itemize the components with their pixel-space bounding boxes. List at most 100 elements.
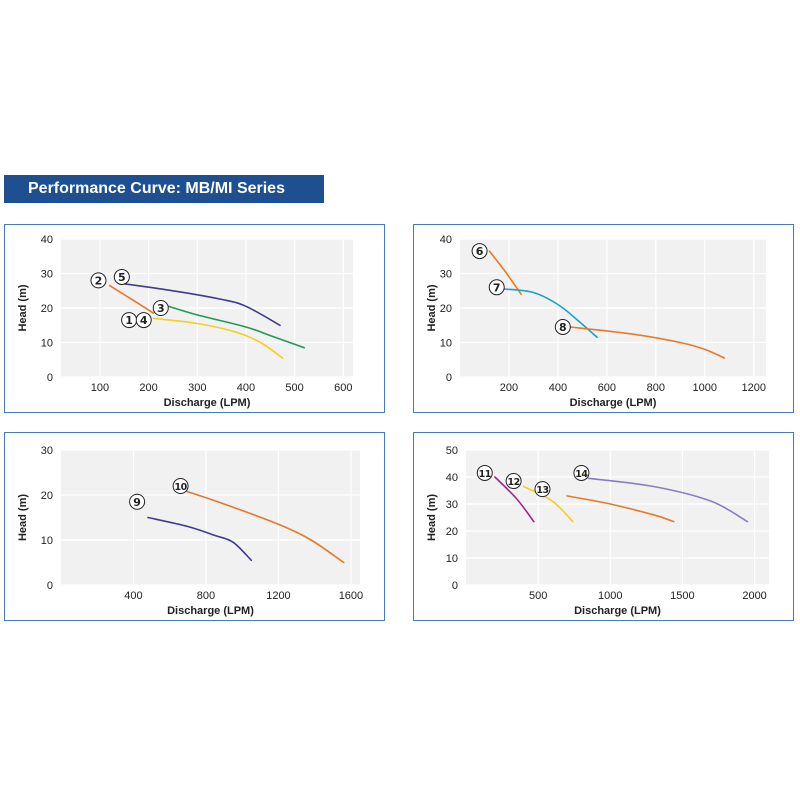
x-axis-title: Discharge (LPM) <box>164 397 251 409</box>
y-tick-label: 30 <box>41 269 53 281</box>
x-tick-label: 2000 <box>742 590 766 602</box>
y-tick-label: 10 <box>41 535 53 547</box>
chart-3: 400 800 1200 1600 0 10 20 30 Discharge (LPM) Head… <box>17 445 363 617</box>
marker-label: 4 <box>140 314 148 327</box>
marker-circle <box>152 300 169 316</box>
y-tick-label: 0 <box>47 580 53 592</box>
page-title: Performance Curve: MB/MI Series <box>28 180 285 197</box>
series-line-1-4 <box>152 317 284 359</box>
x-tick-label: 200 <box>500 382 518 394</box>
series-line-6 <box>488 250 522 295</box>
series-line-8 <box>569 326 726 359</box>
page-title-banner: Performance Curve: MB/MI Series <box>4 175 324 203</box>
y-axis-title: Head (m) <box>426 284 438 331</box>
y-tick-label: 20 <box>41 490 53 502</box>
y-tick-label: 30 <box>41 445 53 457</box>
plot-area <box>61 450 360 585</box>
y-tick-label: 30 <box>440 269 452 281</box>
series-line-5 <box>123 283 281 327</box>
x-tick-label: 200 <box>139 382 157 394</box>
curve-marker-10: 10 <box>172 478 189 494</box>
chart-panel-4: 500 1000 1500 2000 0 10 20 30 40 50 Discharge (LPM… <box>413 432 794 621</box>
x-tick-label: 1200 <box>742 382 766 394</box>
curve-marker-6: 6 <box>471 243 488 260</box>
y-tick-label: 50 <box>446 445 458 457</box>
marker-circle <box>172 478 189 494</box>
chart-2: 200 400 600 800 1000 1200 0 10 20 30 40 Discharge (… <box>426 234 766 409</box>
chart-1: 100 200 300 400 500 600 0 10 20 30 40 Discharge (LP… <box>17 234 353 409</box>
y-tick-label: 10 <box>446 553 458 565</box>
marker-label: 6 <box>476 245 484 258</box>
marker-circle <box>135 312 152 329</box>
x-tick-label: 500 <box>285 382 303 394</box>
curve-marker-12: 12 <box>505 473 522 490</box>
x-tick-label: 600 <box>598 382 616 394</box>
x-tick-label: 1600 <box>339 590 363 602</box>
x-tick-label: 500 <box>529 590 547 602</box>
series-line-2 <box>108 284 155 314</box>
y-tick-label: 0 <box>452 580 458 592</box>
chart-4: 500 1000 1500 2000 0 10 20 30 40 50 Discharge (LPM… <box>426 445 769 617</box>
curve-marker-9: 9 <box>129 493 146 510</box>
marker-label: 13 <box>536 485 548 496</box>
y-tick-label: 40 <box>41 234 53 246</box>
series-line-14 <box>587 477 749 523</box>
x-tick-label: 1200 <box>266 590 290 602</box>
x-tick-label: 300 <box>188 382 206 394</box>
marker-label: 8 <box>559 321 567 334</box>
marker-circle <box>554 318 571 335</box>
chart-panel-1: 100 200 300 400 500 600 0 10 20 30 40 Discharge (LP… <box>4 224 385 413</box>
series-line-13 <box>566 495 675 523</box>
y-tick-label: 20 <box>41 303 53 315</box>
series-line-9 <box>147 516 253 562</box>
curve-marker-7: 7 <box>488 279 505 296</box>
marker-circle <box>471 243 488 260</box>
marker-circle <box>113 268 130 285</box>
series-line-10 <box>183 489 345 564</box>
series-line-12 <box>522 485 574 523</box>
y-axis-title: Head (m) <box>17 494 29 541</box>
x-axis-title: Discharge (LPM) <box>570 397 657 409</box>
curve-marker-3: 3 <box>152 300 169 316</box>
y-tick-label: 40 <box>446 472 458 484</box>
x-tick-label: 800 <box>647 382 665 394</box>
curve-marker-11: 11 <box>476 464 493 481</box>
x-tick-label: 1000 <box>693 382 717 394</box>
y-tick-label: 20 <box>446 526 458 538</box>
series-line-7 <box>503 288 598 339</box>
marker-label: 2 <box>95 274 103 287</box>
y-tick-label: 20 <box>440 303 452 315</box>
marker-label: 9 <box>133 496 141 509</box>
x-tick-label: 400 <box>549 382 567 394</box>
y-tick-label: 30 <box>446 499 458 511</box>
series-line-11 <box>494 476 535 523</box>
marker-circle <box>129 493 146 510</box>
chart-panel-2: 200 400 600 800 1000 1200 0 10 20 30 40 Discharge (… <box>413 224 794 413</box>
y-tick-label: 10 <box>440 338 452 350</box>
marker-circle <box>488 279 505 296</box>
plot-area <box>466 450 769 585</box>
marker-circle <box>476 464 493 481</box>
marker-circle <box>505 473 522 490</box>
marker-label: 1 <box>125 314 133 327</box>
marker-circle <box>90 272 107 289</box>
y-tick-label: 40 <box>440 234 452 246</box>
marker-label: 12 <box>507 477 519 488</box>
x-axis-title: Discharge (LPM) <box>574 605 661 617</box>
curve-marker-8: 8 <box>554 318 571 335</box>
curve-marker-5: 5 <box>113 268 130 285</box>
y-axis-title: Head (m) <box>426 494 438 541</box>
chart-panel-3: 400 800 1200 1600 0 10 20 30 Discharge (LPM) Head… <box>4 432 385 621</box>
x-tick-label: 1000 <box>598 590 622 602</box>
x-axis-title: Discharge (LPM) <box>167 605 254 617</box>
curve-marker-2: 2 <box>90 272 107 289</box>
y-axis-title: Head (m) <box>17 284 29 331</box>
x-tick-label: 1500 <box>670 590 694 602</box>
x-tick-label: 100 <box>91 382 109 394</box>
marker-label: 11 <box>479 469 491 480</box>
y-tick-label: 10 <box>41 338 53 350</box>
y-tick-label: 0 <box>446 372 452 384</box>
marker-circle <box>534 481 551 498</box>
x-tick-label: 800 <box>197 590 215 602</box>
marker-label: 5 <box>118 271 126 284</box>
